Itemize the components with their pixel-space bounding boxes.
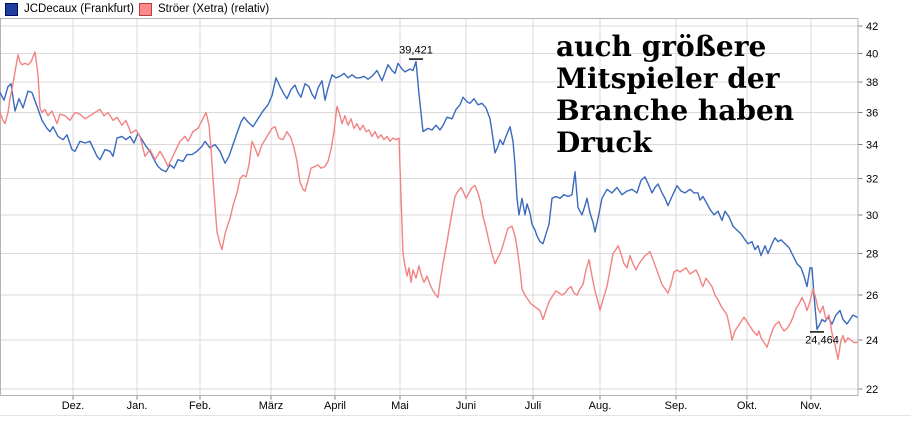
series-line-stroeer[interactable] bbox=[0, 51, 858, 360]
series-line-jcdecaux[interactable] bbox=[0, 60, 858, 331]
y-axis-label: 32 bbox=[866, 174, 878, 186]
x-axis-label: April bbox=[324, 400, 346, 412]
annotation-line: Druck bbox=[556, 126, 652, 159]
x-axis-label: Dez. bbox=[62, 400, 85, 412]
x-axis-label: Feb. bbox=[189, 400, 211, 412]
x-axis-label: Jan. bbox=[127, 400, 148, 412]
low-value-label: 24,464 bbox=[805, 334, 839, 346]
legend: JCDecaux (Frankfurt) Ströer (Xetra) (rel… bbox=[0, 0, 911, 18]
legend-label-jcdecaux: JCDecaux (Frankfurt) bbox=[24, 3, 134, 15]
high-value-label: 39,421 bbox=[399, 45, 433, 57]
x-axis-label: Nov. bbox=[800, 400, 822, 412]
y-axis-label: 22 bbox=[866, 384, 878, 396]
x-axis-label: Sep. bbox=[665, 400, 688, 412]
x-axis-label: Juli bbox=[525, 400, 542, 412]
y-axis-label: 30 bbox=[866, 210, 878, 222]
x-axis-label: Mai bbox=[391, 400, 409, 412]
legend-label-stroeer: Ströer (Xetra) (relativ) bbox=[158, 3, 270, 15]
legend-item-jcdecaux[interactable]: JCDecaux (Frankfurt) bbox=[5, 2, 134, 16]
bottom-divider bbox=[0, 415, 911, 416]
x-axis-label: Okt. bbox=[737, 400, 757, 412]
x-axis-label: März bbox=[259, 400, 283, 412]
y-axis-label: 24 bbox=[866, 335, 878, 347]
x-axis-label: Aug. bbox=[589, 400, 612, 412]
plot-border bbox=[0, 18, 859, 396]
y-axis-label: 28 bbox=[866, 249, 878, 261]
y-axis-label: 34 bbox=[866, 140, 878, 152]
jcdecaux-series-swatch-icon bbox=[5, 2, 18, 16]
y-axis-label: 42 bbox=[866, 21, 878, 33]
stroeer-series-swatch-icon bbox=[139, 2, 152, 16]
y-axis-label: 26 bbox=[866, 290, 878, 302]
annotation-text: auch größere Mitspieler der Branche habe… bbox=[556, 31, 794, 159]
annotation-line: Mitspieler der bbox=[556, 62, 780, 95]
x-axis-label: Juni bbox=[456, 400, 476, 412]
annotation-line: auch größere bbox=[556, 30, 767, 63]
y-axis-label: 38 bbox=[866, 77, 878, 89]
annotation-line: Branche haben bbox=[556, 94, 795, 127]
y-axis-label: 36 bbox=[866, 108, 878, 120]
y-axis-label: 40 bbox=[866, 48, 878, 60]
legend-item-stroeer[interactable]: Ströer (Xetra) (relativ) bbox=[139, 2, 269, 16]
